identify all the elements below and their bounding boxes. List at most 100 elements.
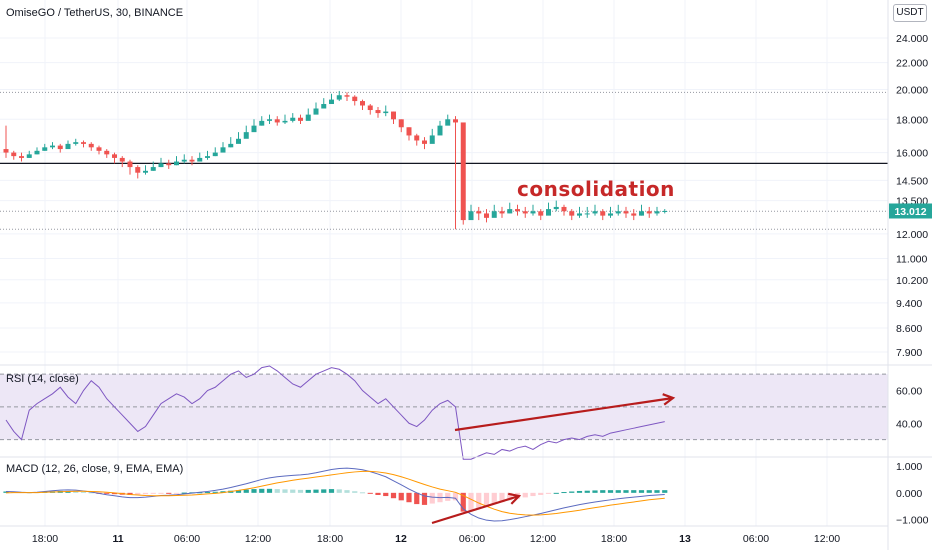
macd-bar xyxy=(553,492,559,494)
candle-body xyxy=(150,167,156,171)
candle-body xyxy=(592,211,598,214)
macd-tick-label: 0.000 xyxy=(896,488,922,500)
macd-bar xyxy=(290,489,296,493)
candle-body xyxy=(282,120,288,123)
last-price-label: 13.012 xyxy=(894,206,926,218)
candlestick-series xyxy=(3,90,668,230)
macd-bar xyxy=(491,492,497,505)
candle-body xyxy=(360,101,365,106)
candle-body xyxy=(367,105,373,111)
rsi-tick-label: 40.00 xyxy=(896,418,922,430)
currency-selector[interactable]: USDT xyxy=(893,4,927,22)
candle-body xyxy=(19,156,24,158)
candle-body xyxy=(631,213,637,216)
candle-body xyxy=(662,210,668,212)
candle-body xyxy=(267,119,272,121)
time-axis[interactable]: 18:00 11 06:00 12:00 18:00 12 06:00 12:00 18:00 1… xyxy=(32,533,840,545)
macd-bar xyxy=(654,490,660,493)
grid xyxy=(0,0,888,526)
macd-bar xyxy=(607,490,614,493)
price-tick-label: 14.500 xyxy=(896,175,928,187)
candle-body xyxy=(212,152,218,157)
macd-bar xyxy=(445,492,451,501)
macd-bar xyxy=(274,489,280,493)
candle-body xyxy=(88,143,94,148)
macd-bar xyxy=(576,490,583,493)
rsi-arrow-shaft xyxy=(454,396,674,432)
macd-bar xyxy=(88,492,94,494)
candle-body xyxy=(96,147,102,151)
candle-body xyxy=(298,117,303,121)
macd-bar xyxy=(545,492,552,494)
rsi-arrow-head xyxy=(662,393,676,406)
candle-body xyxy=(329,99,334,105)
candle-body xyxy=(383,111,389,114)
macd-tick-label: −1.000 xyxy=(896,515,929,527)
macd-bar xyxy=(530,492,536,497)
candle-body xyxy=(259,120,265,126)
macd-tick-label: 1.000 xyxy=(896,461,922,473)
candle-body xyxy=(57,145,63,150)
macd-bar xyxy=(359,492,366,494)
candle-body xyxy=(639,211,644,216)
candle-body xyxy=(274,119,280,123)
candle-body xyxy=(50,145,55,148)
macd-bar xyxy=(429,492,435,504)
price-tick-label: 22.000 xyxy=(896,58,928,70)
time-tick-label: 06:00 xyxy=(174,533,200,545)
candle-body xyxy=(236,138,241,144)
rsi-title[interactable]: RSI (14, close) xyxy=(6,373,79,385)
time-tick-label: 06:00 xyxy=(743,533,769,545)
candle-body xyxy=(646,211,652,214)
macd-arrow-head xyxy=(507,492,522,505)
macd-bar xyxy=(150,492,156,494)
time-tick-label: 12:00 xyxy=(814,533,840,545)
candle-body xyxy=(391,111,396,120)
candle-body xyxy=(530,211,536,214)
candle-body xyxy=(491,211,497,218)
macd-axis[interactable]: 1.000 0.000 −1.000 xyxy=(896,461,929,527)
macd-signal-line xyxy=(5,470,665,516)
candle-body xyxy=(429,135,435,144)
candle-body xyxy=(468,211,474,221)
macd-bar xyxy=(352,491,358,493)
macd-bar xyxy=(3,491,9,493)
candle-body xyxy=(654,211,660,214)
candle-body xyxy=(352,96,358,102)
macd-bar xyxy=(421,492,428,505)
macd-bar xyxy=(383,492,389,497)
candle-body xyxy=(445,119,451,126)
macd-title[interactable]: MACD (12, 26, close, 9, EMA, EMA) xyxy=(6,463,183,475)
candle-body xyxy=(174,161,179,166)
macd-bar xyxy=(662,490,668,493)
candle-body xyxy=(81,142,86,144)
time-tick-label: 18:00 xyxy=(32,533,58,545)
candle-body xyxy=(623,211,629,214)
time-tick-label: 06:00 xyxy=(459,533,485,545)
time-tick-label: 12 xyxy=(395,533,407,545)
macd-bar xyxy=(212,491,218,493)
candle-body xyxy=(375,110,381,114)
macd-bar xyxy=(390,492,397,499)
candle-body xyxy=(26,154,32,158)
candle-body xyxy=(135,167,141,173)
rsi-tick-label: 60.00 xyxy=(896,386,922,398)
candle-body xyxy=(553,206,559,210)
price-axis[interactable]: 24.00022.00020.00018.00016.00014.50013.5… xyxy=(896,33,928,359)
candle-body xyxy=(197,157,203,162)
candle-body xyxy=(336,95,342,100)
macd-bar xyxy=(406,492,412,503)
candle-body xyxy=(34,150,40,155)
macd-bar xyxy=(135,492,141,495)
macd-bar xyxy=(499,492,505,503)
macd-bar xyxy=(522,492,528,498)
candle-body xyxy=(561,206,567,212)
candle-body xyxy=(507,209,513,214)
macd-bar xyxy=(166,492,172,494)
rsi-axis[interactable]: 60.00 40.00 xyxy=(896,386,922,431)
price-tick-label: 8.600 xyxy=(896,323,922,335)
macd-bar xyxy=(336,489,342,493)
price-tick-label: 20.000 xyxy=(896,85,928,97)
symbol-title[interactable]: OmiseGO / TetherUS, 30, BINANCE xyxy=(6,7,183,19)
